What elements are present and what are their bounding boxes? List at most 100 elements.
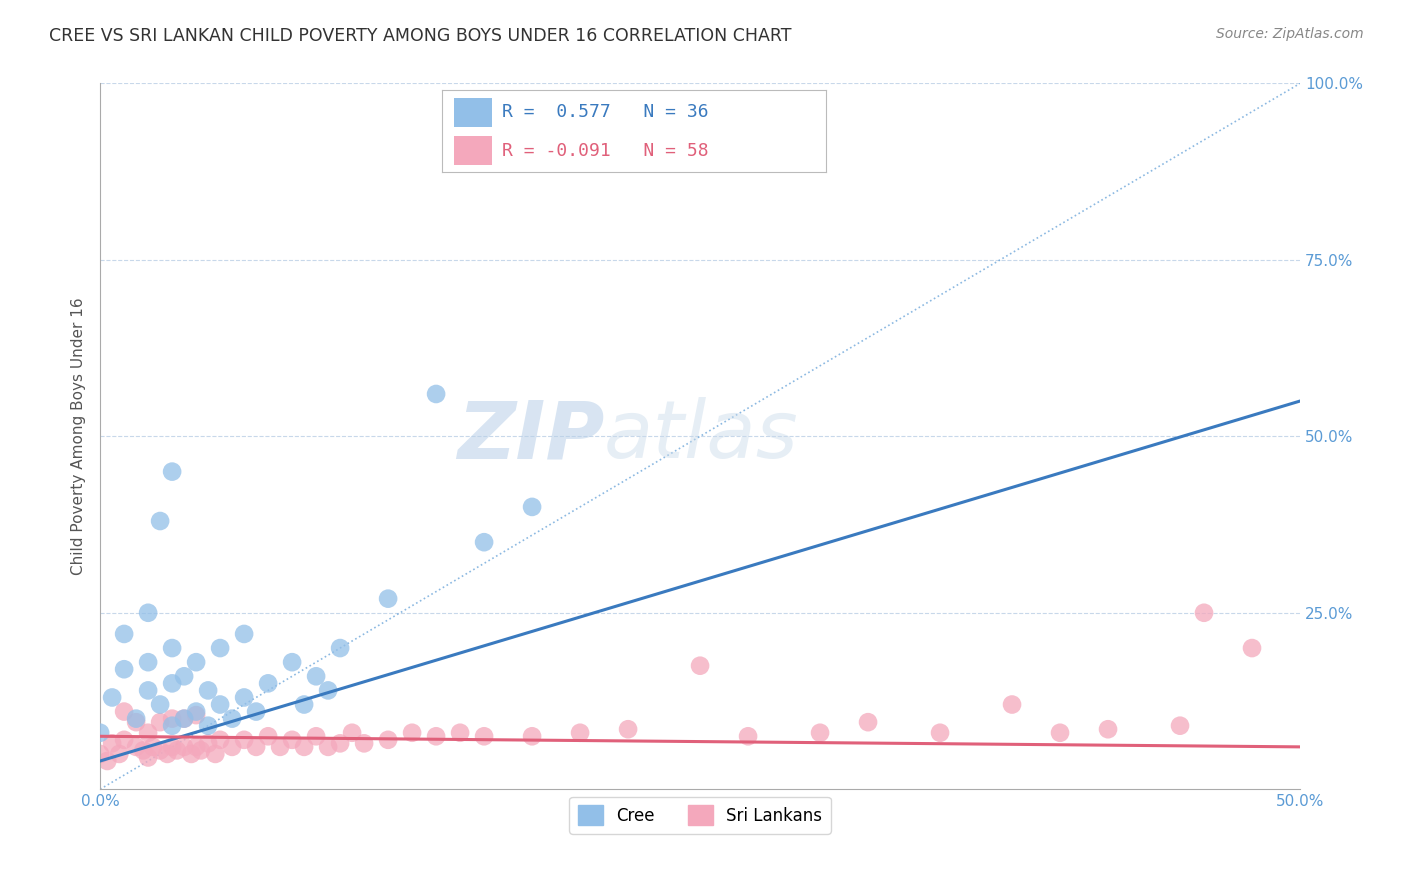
Point (233, 732, 256, 747)
Point (136, 683, 159, 698)
Point (89, 725, 111, 739)
Point (112, 627, 135, 641)
Point (112, 732, 135, 747)
Point (292, 739, 315, 754)
Point (209, 641, 232, 656)
Point (929, 725, 952, 739)
Point (156, 747, 179, 761)
Point (1001, 698, 1024, 712)
Point (472, 535, 495, 549)
Point (1168, 719, 1191, 733)
Point (340, 725, 363, 739)
Point (142, 739, 165, 754)
Point (160, 465, 183, 479)
Point (125, 712, 148, 726)
Point (136, 655, 159, 669)
Point (160, 739, 183, 754)
Point (808, 725, 831, 739)
Point (149, 698, 172, 712)
Point (292, 698, 315, 712)
Point (281, 732, 304, 747)
Point (96, 754, 118, 768)
Point (1097, 723, 1119, 737)
Point (316, 739, 339, 754)
Point (136, 606, 159, 620)
Point (173, 712, 195, 726)
Point (160, 641, 183, 656)
Point (377, 591, 399, 606)
Point (617, 723, 640, 737)
Point (149, 743, 172, 757)
Point (173, 712, 195, 726)
Text: Source: ZipAtlas.com: Source: ZipAtlas.com (1216, 27, 1364, 41)
Point (101, 736, 124, 750)
Legend: Cree, Sri Lankans: Cree, Sri Lankans (569, 797, 831, 834)
Point (184, 655, 207, 669)
Point (190, 743, 212, 757)
Point (472, 729, 495, 743)
Point (184, 708, 207, 723)
Point (689, 658, 711, 673)
Point (425, 387, 447, 401)
Point (197, 736, 219, 750)
Point (1240, 641, 1263, 656)
Point (520, 729, 543, 743)
Point (160, 676, 183, 690)
Point (316, 683, 339, 698)
Point (281, 655, 304, 669)
Point (257, 729, 280, 743)
Point (209, 732, 232, 747)
Point (166, 743, 188, 757)
Point (125, 715, 148, 730)
Point (132, 743, 155, 757)
Point (173, 669, 195, 683)
Point (401, 725, 423, 739)
Point (136, 725, 159, 739)
Point (180, 747, 202, 761)
Point (305, 729, 328, 743)
Point (269, 739, 291, 754)
Point (149, 514, 172, 528)
Point (257, 676, 280, 690)
Point (245, 739, 267, 754)
Point (449, 725, 471, 739)
Text: atlas: atlas (605, 397, 799, 475)
Point (89, 747, 111, 761)
Point (233, 627, 256, 641)
Point (184, 705, 207, 719)
Point (377, 732, 399, 747)
Text: CREE VS SRI LANKAN CHILD POVERTY AMONG BOYS UNDER 16 CORRELATION CHART: CREE VS SRI LANKAN CHILD POVERTY AMONG B… (49, 27, 792, 45)
Point (737, 729, 759, 743)
Point (856, 715, 879, 730)
Point (197, 719, 219, 733)
Point (425, 729, 447, 743)
Point (305, 669, 328, 683)
Point (569, 725, 592, 739)
Point (353, 736, 375, 750)
Y-axis label: Child Poverty Among Boys Under 16: Child Poverty Among Boys Under 16 (72, 298, 86, 575)
Point (136, 750, 159, 764)
Point (149, 715, 172, 730)
Text: ZIP: ZIP (457, 397, 605, 475)
Point (221, 739, 243, 754)
Point (197, 683, 219, 698)
Point (108, 747, 131, 761)
Point (112, 705, 135, 719)
Point (184, 739, 207, 754)
Point (1049, 725, 1071, 739)
Point (520, 500, 543, 514)
Point (1192, 606, 1215, 620)
Point (101, 690, 124, 705)
Point (209, 698, 232, 712)
Point (173, 739, 195, 754)
Point (245, 705, 267, 719)
Point (160, 712, 183, 726)
Point (204, 747, 226, 761)
Point (233, 690, 256, 705)
Point (160, 719, 183, 733)
Point (329, 641, 352, 656)
Point (125, 739, 148, 754)
Point (329, 736, 352, 750)
Point (221, 712, 243, 726)
Point (112, 662, 135, 676)
